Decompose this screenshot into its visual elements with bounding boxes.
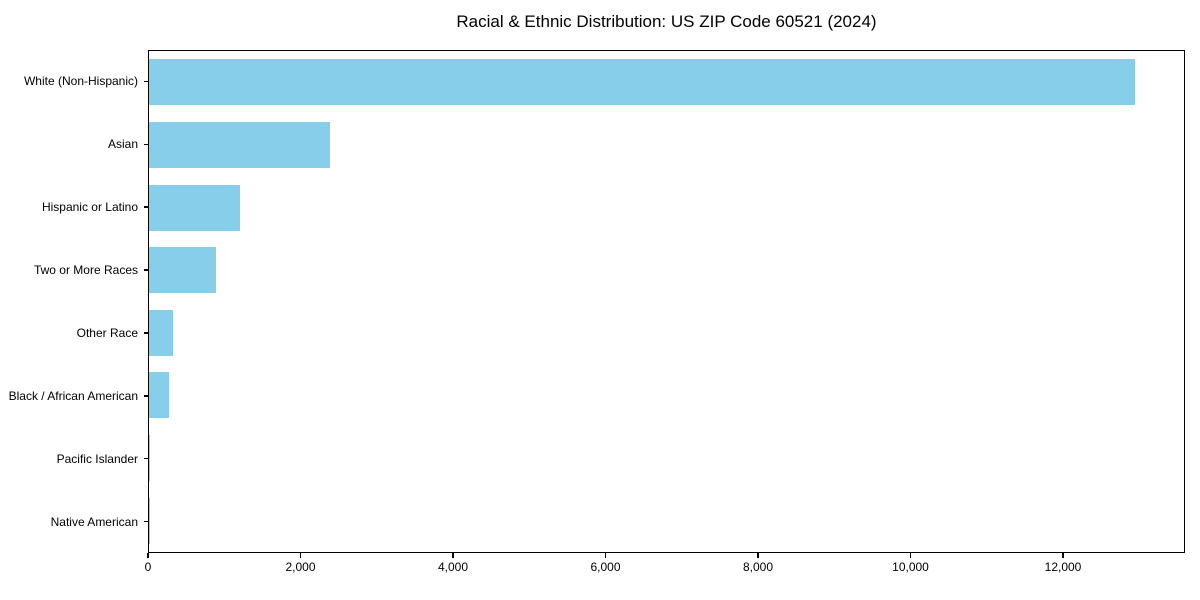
plot-area xyxy=(148,50,1185,553)
x-tick-mark xyxy=(757,553,759,558)
bar-pacific-islander xyxy=(149,435,151,482)
y-tick-mark xyxy=(144,457,148,460)
x-tick-mark xyxy=(452,553,454,558)
bar-hispanic-or-latino xyxy=(149,184,241,231)
bar-row xyxy=(149,302,1184,365)
x-tick-label: 8,000 xyxy=(742,560,774,574)
y-tick-label: Black / African American xyxy=(8,388,138,403)
bar-row xyxy=(149,176,1184,239)
bar-row xyxy=(149,364,1184,427)
y-tick-mark xyxy=(144,332,148,334)
y-tick-mark xyxy=(144,80,148,83)
chart-title: Racial & Ethnic Distribution: US ZIP Cod… xyxy=(456,12,877,31)
y-label-row: Black / African American xyxy=(0,364,148,427)
y-label-row: Hispanic or Latino xyxy=(0,176,148,239)
y-tick-label: White (Non-Hispanic) xyxy=(23,74,138,89)
y-tick-label: Native American xyxy=(50,514,138,529)
x-tick-mark xyxy=(604,553,607,558)
bar-black-african-american xyxy=(149,372,169,419)
y-axis: White (Non-Hispanic) Asian Hispanic or Lat… xyxy=(0,50,148,553)
y-label-row: Other Race xyxy=(0,302,148,365)
x-tick-label: 4,000 xyxy=(437,560,469,574)
x-tick-mark xyxy=(1062,553,1064,558)
x-tick-label: 10,000 xyxy=(892,560,929,574)
y-tick-mark xyxy=(144,269,148,271)
bar-other-race xyxy=(149,309,173,356)
y-label-row: Two or More Races xyxy=(0,239,148,302)
bar-row xyxy=(149,427,1184,490)
x-tick-label: 6,000 xyxy=(590,560,621,574)
x-tick-mark xyxy=(299,553,302,558)
bar-row xyxy=(149,51,1184,114)
x-tick-label: 0 xyxy=(144,560,152,574)
x-tick-label: 12,000 xyxy=(1044,560,1082,574)
bar-row xyxy=(149,114,1184,177)
y-tick-mark xyxy=(144,206,148,208)
y-tick-mark xyxy=(144,520,148,523)
y-label-row: Pacific Islander xyxy=(0,427,148,490)
bar-two-or-more-races xyxy=(149,247,216,294)
y-tick-label: Other Race xyxy=(76,325,138,340)
y-tick-label: Hispanic or Latino xyxy=(41,200,138,215)
bar-white-non-hispanic xyxy=(149,59,1135,106)
x-tick-mark xyxy=(909,553,912,558)
y-label-row: Asian xyxy=(0,113,148,176)
y-tick-mark xyxy=(144,143,148,146)
x-tick-label: 2,000 xyxy=(285,560,316,574)
y-tick-label: Pacific Islander xyxy=(56,451,138,466)
y-label-row: White (Non-Hispanic) xyxy=(0,50,148,113)
y-tick-label: Asian xyxy=(107,137,138,152)
x-tick-mark xyxy=(147,553,149,558)
bar-row xyxy=(149,239,1184,302)
bar-row xyxy=(149,489,1184,552)
y-label-row: Native American xyxy=(0,490,148,553)
bar-asian xyxy=(149,121,331,168)
y-tick-mark xyxy=(144,395,148,397)
y-tick-label: Two or More Races xyxy=(33,263,138,278)
